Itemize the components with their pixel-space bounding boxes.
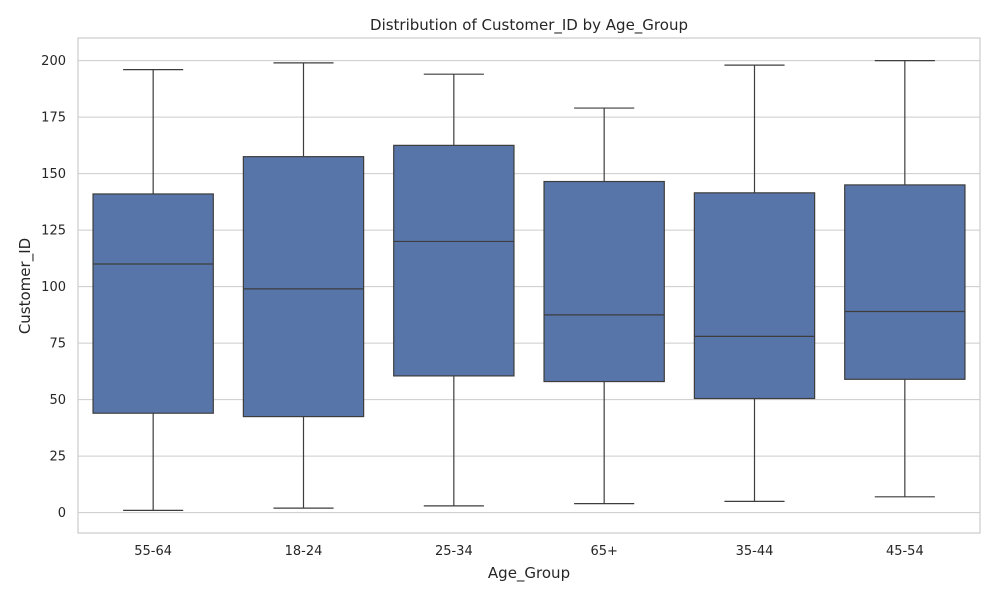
iqr-box	[242, 156, 365, 418]
y-tick-labels: 0 25 50 75 100 125 150 175 200	[41, 54, 66, 521]
box-18-24	[242, 62, 365, 509]
x-tick-label: 35-44	[736, 544, 774, 559]
y-tick-label: 150	[41, 167, 66, 182]
box-55-64	[92, 69, 214, 511]
iqr-box	[393, 144, 515, 377]
y-tick-label: 200	[41, 54, 66, 69]
iqr-box	[693, 192, 816, 400]
y-tick-label: 175	[41, 111, 66, 126]
x-tick-label: 45-54	[886, 544, 924, 559]
iqr-box	[92, 193, 214, 414]
x-tick-label: 65+	[590, 544, 617, 559]
box-25-34	[393, 73, 515, 507]
y-axis-label: Customer_ID	[16, 238, 35, 334]
x-tick-label: 18-24	[285, 544, 323, 559]
iqr-box	[844, 184, 966, 380]
boxes	[92, 60, 966, 511]
x-tick-label: 55-64	[134, 544, 172, 559]
y-tick-label: 0	[58, 506, 66, 521]
box-35-44	[693, 64, 816, 502]
box-65+	[543, 107, 665, 505]
iqr-box	[543, 180, 665, 383]
x-axis-label: Age_Group	[488, 564, 570, 583]
x-tick-labels: 55-64 18-24 25-34 65+ 35-44 45-54	[134, 544, 923, 559]
y-tick-label: 125	[41, 224, 66, 239]
x-tick-label: 25-34	[435, 544, 473, 559]
grid-lines	[78, 60, 980, 514]
y-tick-label: 100	[41, 280, 66, 295]
chart-title: Distribution of Customer_ID by Age_Group	[370, 16, 688, 35]
y-tick-label: 75	[49, 337, 66, 352]
y-tick-label: 50	[49, 393, 66, 408]
y-tick-label: 25	[49, 450, 66, 465]
plot-frame	[77, 37, 981, 534]
box-45-54	[844, 60, 966, 498]
